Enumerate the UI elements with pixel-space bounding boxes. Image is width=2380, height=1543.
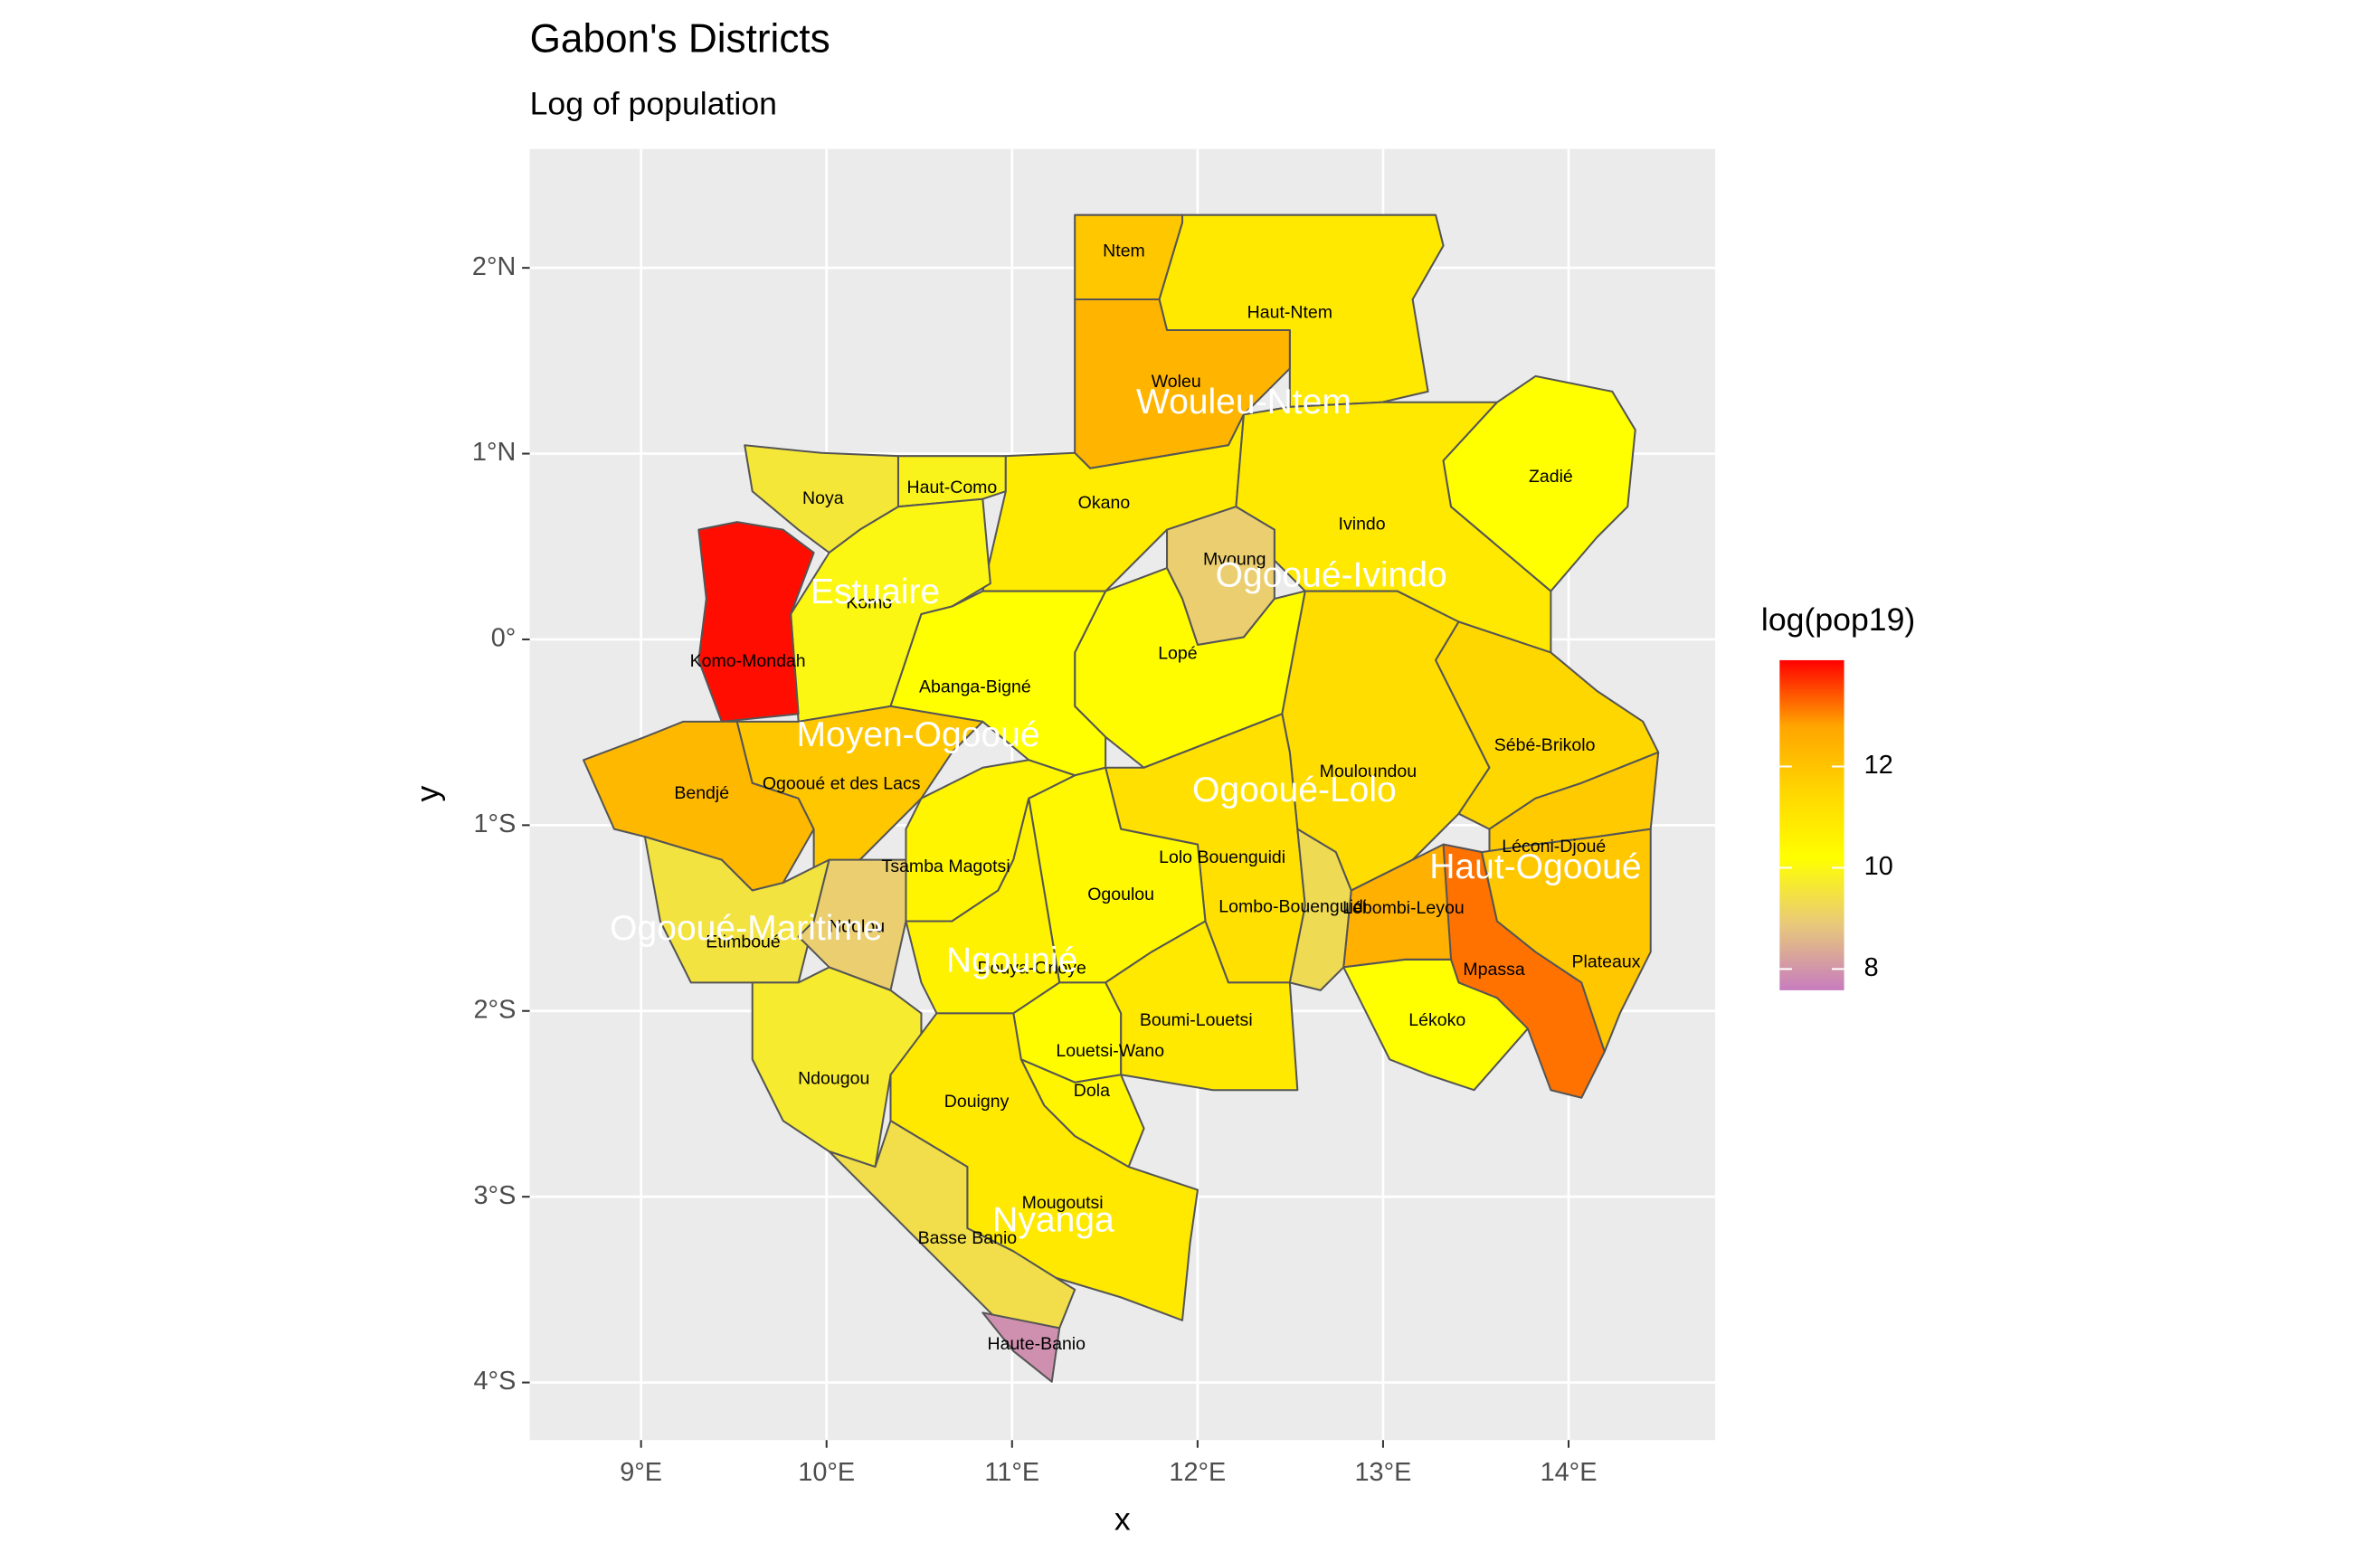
y-tick-label: 3°S bbox=[474, 1181, 517, 1210]
district-label: Etimboué bbox=[706, 932, 780, 951]
district bbox=[735, 705, 984, 869]
x-tick-label: 12°E bbox=[1169, 1458, 1226, 1487]
y-tick-label: 2°S bbox=[474, 995, 517, 1024]
province-label: Nyanga bbox=[992, 1201, 1114, 1240]
province-label: Ogooué-Lolo bbox=[1192, 771, 1397, 809]
y-tick-label: 0° bbox=[491, 624, 517, 653]
legend-tick-label: 8 bbox=[1864, 953, 1879, 982]
x-tick-label: 11°E bbox=[984, 1458, 1039, 1487]
district-label: Basse Banio bbox=[918, 1228, 1018, 1248]
province-label: Moyen-Ogooué bbox=[797, 715, 1040, 754]
district-label: Abanga-Bigné bbox=[919, 677, 1031, 697]
district bbox=[981, 1311, 1061, 1383]
district bbox=[1442, 374, 1636, 592]
district-label: Ntem bbox=[1103, 241, 1145, 261]
district-label: Haut-Ntem bbox=[1247, 302, 1332, 322]
y-axis-label: y bbox=[410, 786, 446, 802]
x-tick-label: 14°E bbox=[1541, 1458, 1598, 1487]
district-label: Woleu bbox=[1152, 372, 1201, 392]
district-label: Lébombi-Leyou bbox=[1342, 898, 1465, 918]
district-label: Boumi-Louetsi bbox=[1140, 1010, 1253, 1030]
legend-tick-label: 10 bbox=[1864, 852, 1893, 881]
district bbox=[697, 521, 815, 723]
y-tick-label: 4°S bbox=[474, 1367, 517, 1396]
province-label: Haut-Ogooué bbox=[1429, 847, 1641, 886]
district-label: Lolo Bouenguidi bbox=[1159, 847, 1285, 867]
district-label: Louetsi-Wano bbox=[1056, 1041, 1164, 1061]
map-title: Gabon's Districts bbox=[530, 17, 830, 62]
district-label: Plateaux bbox=[1572, 951, 1641, 971]
district bbox=[828, 1120, 1076, 1330]
district-label: Ndolou bbox=[829, 916, 885, 936]
district-label: Lékoko bbox=[1408, 1010, 1465, 1030]
district-label: Ivindo bbox=[1339, 515, 1386, 535]
province-label: Wouleu-Ntem bbox=[1136, 383, 1351, 421]
district-label: Dola bbox=[1074, 1081, 1110, 1101]
province-label: Ogooué-Maritime bbox=[610, 909, 883, 948]
district bbox=[905, 797, 1061, 1015]
y-tick-label: 1°S bbox=[474, 809, 517, 838]
district-label: Léconi-Djoué bbox=[1502, 837, 1606, 857]
district-label: Zadié bbox=[1529, 467, 1573, 487]
y-tick-label: 1°N bbox=[472, 438, 516, 467]
district bbox=[896, 455, 1007, 508]
district-label: Douigny bbox=[944, 1092, 1010, 1112]
district-label: Haut-Como bbox=[907, 478, 998, 497]
district-label: Mpassa bbox=[1463, 960, 1524, 980]
x-tick-label: 10°E bbox=[798, 1458, 855, 1487]
district-label: Lombo-Bouenguidi bbox=[1218, 896, 1367, 916]
province-label: Ngounié bbox=[946, 942, 1077, 980]
province-label: Ogooué-Ivindo bbox=[1216, 556, 1447, 595]
district-label: Tsamba Magotsi bbox=[882, 857, 1010, 876]
legend-tick-label: 12 bbox=[1864, 751, 1893, 780]
province-label: Estuaire bbox=[811, 573, 940, 611]
district-label: Ogoulou bbox=[1087, 885, 1154, 904]
x-tick-label: 9°E bbox=[620, 1458, 662, 1487]
district-label: Mougoutsi bbox=[1022, 1193, 1104, 1213]
district-label: Haute-Banio bbox=[988, 1334, 1086, 1354]
district-label: Lopé bbox=[1158, 643, 1197, 663]
district bbox=[1480, 828, 1652, 1053]
y-tick-label: 2°N bbox=[472, 252, 516, 281]
district-label: Sébé-Brikolo bbox=[1494, 735, 1596, 755]
district-label: Bendjé bbox=[674, 783, 729, 803]
legend-title: log(pop19) bbox=[1761, 601, 1915, 638]
district-label: Komo-Mondah bbox=[690, 651, 806, 671]
district-label: Okano bbox=[1078, 493, 1131, 513]
x-tick-label: 13°E bbox=[1355, 1458, 1412, 1487]
district bbox=[1288, 828, 1352, 991]
legend-colorbar bbox=[1779, 659, 1844, 990]
district-label: Ndougou bbox=[798, 1068, 869, 1088]
map-subtitle: Log of population bbox=[530, 86, 777, 122]
district-label: Mouloundou bbox=[1320, 762, 1417, 781]
district-label: Ogooué et des Lacs bbox=[763, 774, 921, 794]
district-label: Komo bbox=[846, 592, 892, 612]
x-axis-label: x bbox=[1114, 1501, 1131, 1538]
district-label: Noya bbox=[802, 488, 844, 508]
district bbox=[1342, 958, 1529, 1092]
district-label: Mvoung bbox=[1203, 550, 1266, 570]
district-label: Douya-Onoye bbox=[977, 958, 1086, 978]
